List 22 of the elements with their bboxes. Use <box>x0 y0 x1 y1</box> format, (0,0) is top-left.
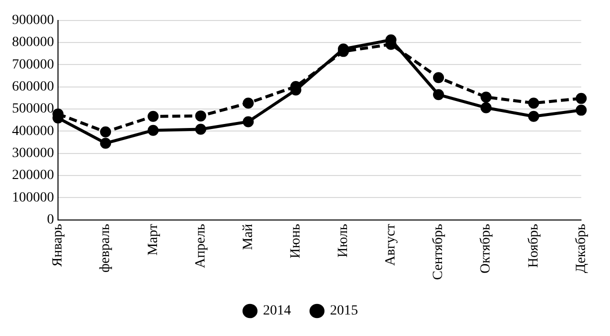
y-tick-label: 100000 <box>12 190 54 206</box>
x-tick-label: Май <box>240 223 256 250</box>
y-tick-label: 300000 <box>12 146 54 162</box>
y-tick-label: 200000 <box>12 168 54 184</box>
y-tick-label: 500000 <box>12 102 54 117</box>
y-tick-label: 900000 <box>12 13 54 28</box>
x-tick-label: февраль <box>98 224 114 273</box>
x-tick-label: Апрель <box>193 224 208 268</box>
y-tick-label: 600000 <box>12 80 54 95</box>
x-tick-label: Август <box>384 224 399 266</box>
y-tick-label: 800000 <box>12 35 54 50</box>
legend-label: 2015 <box>330 304 358 319</box>
x-tick-label: Декабрь <box>574 224 589 274</box>
y-tick-label: 400000 <box>12 124 54 139</box>
x-tick-label: Март <box>146 224 161 256</box>
legend-label: 2014 <box>263 304 291 319</box>
y-tick-label: 700000 <box>12 57 54 72</box>
x-tick-label: Ноябрь <box>526 224 542 268</box>
x-tick-label: Сентябрь <box>431 224 446 280</box>
x-tick-label: Октябрь <box>478 224 494 274</box>
x-tick-label: Июнь <box>288 224 304 258</box>
x-tick-label: Июль <box>336 224 352 258</box>
